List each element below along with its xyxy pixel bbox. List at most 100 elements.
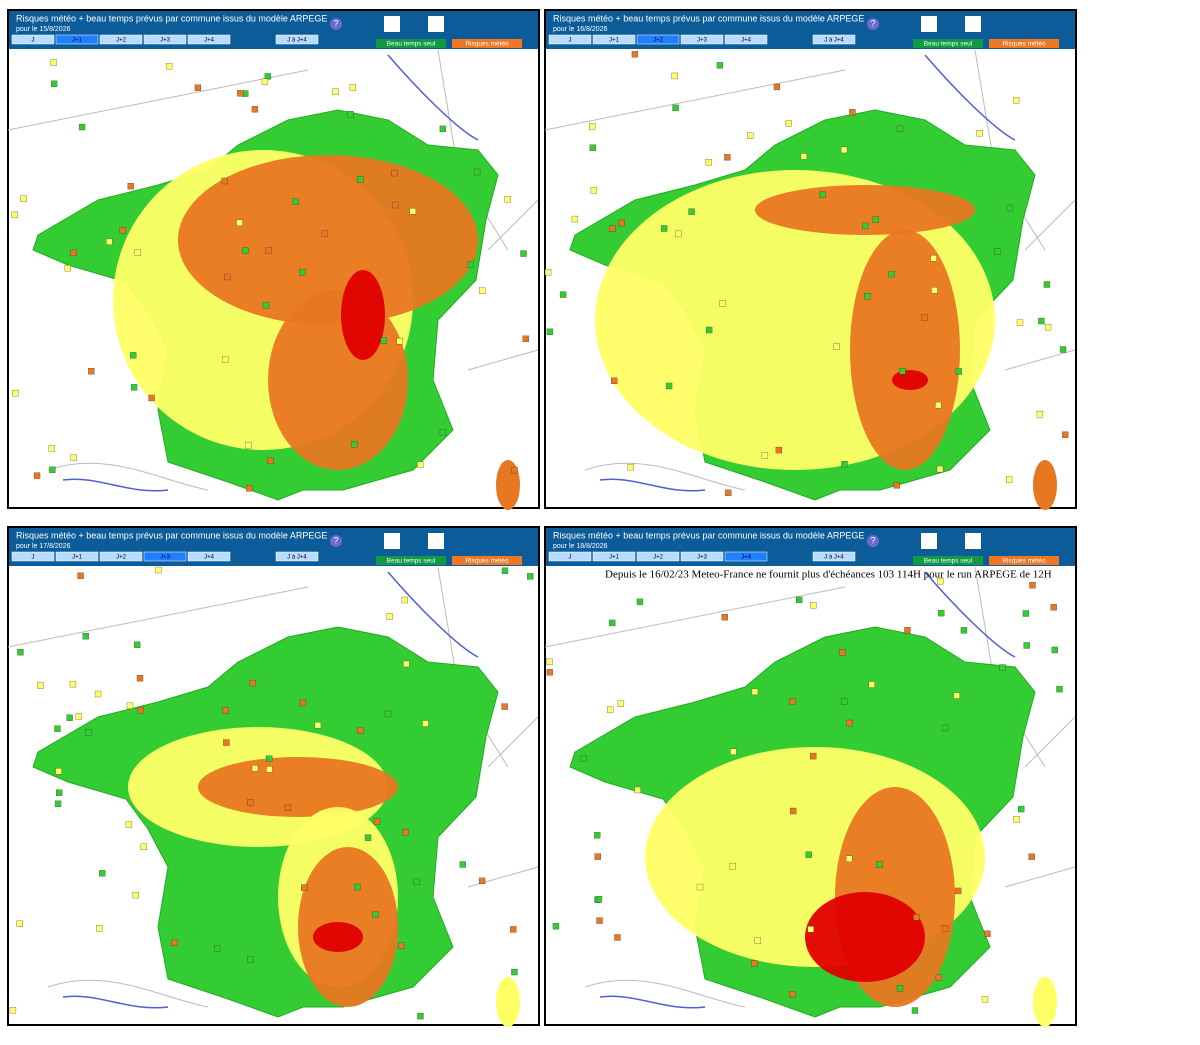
refresh-button[interactable] <box>428 533 444 549</box>
day-tab-label[interactable]: J+2 <box>116 38 127 44</box>
mode-button[interactable] <box>913 556 983 565</box>
mode-button[interactable] <box>989 556 1059 565</box>
day-tab-label[interactable]: J+3 <box>697 555 708 561</box>
day-tab-label[interactable]: J+2 <box>653 555 664 561</box>
commune-marker <box>251 765 259 772</box>
day-tab[interactable] <box>548 34 592 45</box>
help-icon[interactable] <box>867 18 879 30</box>
commune-marker <box>800 153 808 160</box>
day-tab[interactable] <box>636 34 680 45</box>
help-label[interactable]: ? <box>333 18 338 28</box>
help-label[interactable]: ? <box>870 18 875 28</box>
day-tab-label[interactable]: J+2 <box>653 38 664 44</box>
shrink-button[interactable] <box>384 16 400 32</box>
commune-marker <box>580 755 587 762</box>
refresh-button[interactable] <box>965 16 981 32</box>
day-tab[interactable] <box>11 34 55 45</box>
day-tab[interactable] <box>55 551 99 562</box>
day-tab-label[interactable]: J <box>32 555 35 561</box>
commune-marker <box>48 445 56 452</box>
mode-button[interactable] <box>989 39 1059 48</box>
mode-button-label[interactable]: Beau temps seul <box>924 41 973 48</box>
day-tab[interactable] <box>275 34 319 45</box>
day-tab[interactable] <box>636 551 680 562</box>
help-label[interactable]: ? <box>870 535 875 545</box>
day-tab-label[interactable]: J à J+4 <box>824 555 844 561</box>
day-tab-label[interactable]: J <box>569 38 572 44</box>
mode-button[interactable] <box>452 556 522 565</box>
shrink-button[interactable] <box>384 533 400 549</box>
day-tab-label[interactable]: J+4 <box>741 38 752 44</box>
commune-marker <box>845 855 853 862</box>
commune-marker <box>511 968 518 976</box>
mode-button-label[interactable]: Risques météo <box>1002 41 1046 48</box>
day-tab[interactable] <box>592 551 636 562</box>
day-tab[interactable] <box>55 34 99 45</box>
day-tab-label[interactable]: J+1 <box>72 38 83 44</box>
header-title: Risques météo + beau temps prévus par co… <box>16 530 327 540</box>
day-tab-label[interactable]: J à J+4 <box>287 555 307 561</box>
commune-marker <box>137 707 144 714</box>
mode-button[interactable] <box>452 39 522 48</box>
day-tab[interactable] <box>187 34 231 45</box>
day-tab[interactable] <box>99 34 143 45</box>
help-icon[interactable] <box>330 535 342 547</box>
mode-button-label[interactable]: Risques météo <box>1002 558 1046 565</box>
help-label[interactable]: ? <box>333 535 338 545</box>
mode-button[interactable] <box>913 39 983 48</box>
day-tab-label[interactable]: J <box>32 38 35 44</box>
day-tab[interactable] <box>812 551 856 562</box>
day-tab[interactable] <box>11 551 55 562</box>
day-tab-label[interactable]: J+2 <box>116 555 127 561</box>
day-tab[interactable] <box>143 34 187 45</box>
day-tab-label[interactable]: J+1 <box>609 555 620 561</box>
day-tab[interactable] <box>187 551 231 562</box>
commune-marker <box>251 106 259 113</box>
day-tab-label[interactable]: J à J+4 <box>824 38 844 44</box>
commune-marker <box>125 821 133 828</box>
mode-button-label[interactable]: Risques météo <box>465 558 509 565</box>
commune-marker <box>546 658 553 665</box>
day-tab-label[interactable]: J à J+4 <box>287 38 307 44</box>
day-tab-label[interactable]: J+3 <box>697 38 708 44</box>
refresh-button[interactable] <box>965 533 981 549</box>
day-tab[interactable] <box>724 551 768 562</box>
day-tab[interactable] <box>592 34 636 45</box>
commune-marker <box>1018 805 1025 813</box>
help-icon[interactable] <box>330 18 342 30</box>
day-tab[interactable] <box>143 551 187 562</box>
commune-marker <box>20 195 27 202</box>
refresh-button[interactable] <box>428 16 444 32</box>
day-tab-label[interactable]: J+4 <box>741 555 752 561</box>
day-tab-label[interactable]: J+3 <box>160 555 171 561</box>
header-date: pour le 18/8/2026 <box>553 543 608 550</box>
day-tab-label[interactable]: J+1 <box>609 38 620 44</box>
day-tab[interactable] <box>275 551 319 562</box>
day-tab-label[interactable]: J+3 <box>160 38 171 44</box>
day-tab[interactable] <box>680 34 724 45</box>
mode-button-label[interactable]: Beau temps seul <box>387 41 436 48</box>
day-tab[interactable] <box>680 551 724 562</box>
day-tab-label[interactable]: J+4 <box>204 38 215 44</box>
commune-marker <box>1050 604 1057 611</box>
mode-button[interactable] <box>376 39 446 48</box>
day-tab-label[interactable]: J <box>569 555 572 561</box>
mode-button-label[interactable]: Beau temps seul <box>924 558 973 565</box>
day-tab[interactable] <box>548 551 592 562</box>
day-tab[interactable] <box>812 34 856 45</box>
commune-marker <box>810 602 817 609</box>
day-tab[interactable] <box>724 34 768 45</box>
risk-area <box>313 922 363 952</box>
day-tab-label[interactable]: J+4 <box>204 555 215 561</box>
commune-marker <box>688 208 695 215</box>
commune-marker <box>237 90 244 97</box>
mode-button-label[interactable]: Risques météo <box>465 41 509 48</box>
shrink-button[interactable] <box>921 533 937 549</box>
commune-marker <box>705 326 713 334</box>
help-icon[interactable] <box>867 535 879 547</box>
day-tab[interactable] <box>99 551 143 562</box>
day-tab-label[interactable]: J+1 <box>72 555 83 561</box>
mode-button[interactable] <box>376 556 446 565</box>
mode-button-label[interactable]: Beau temps seul <box>387 558 436 565</box>
shrink-button[interactable] <box>921 16 937 32</box>
